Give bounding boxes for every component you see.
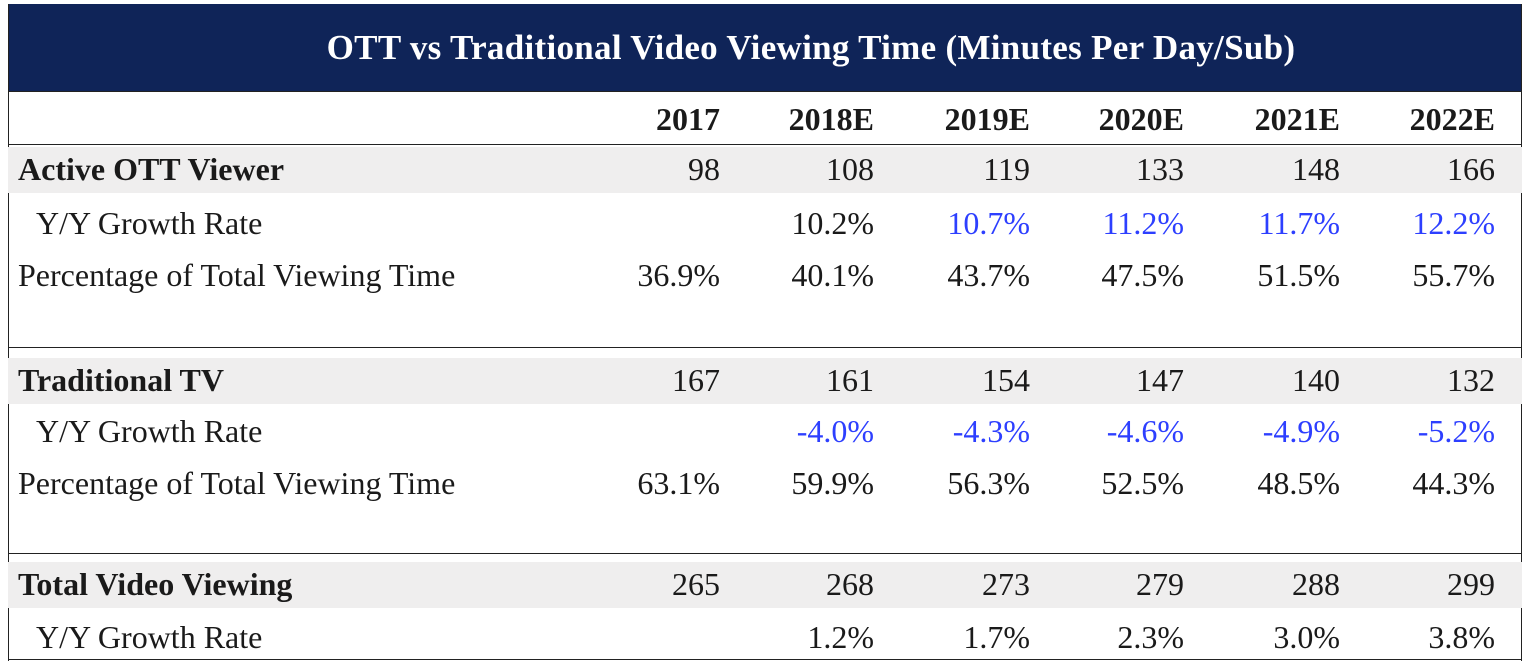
row-divider — [8, 347, 1522, 348]
table-cell: 56.3% — [947, 465, 1030, 501]
row-divider — [8, 91, 1522, 92]
table-cell: 3.0% — [1273, 619, 1340, 655]
table-cell: 55.7% — [1412, 257, 1495, 293]
table-cell: 59.9% — [791, 465, 874, 501]
table-cell: -4.6% — [1106, 413, 1184, 449]
table-cell: 299 — [1447, 566, 1495, 602]
column-header: 2021E — [1254, 101, 1340, 137]
column-header: 2018E — [788, 101, 874, 137]
table-cell: -4.0% — [796, 413, 874, 449]
column-header: 2019E — [944, 101, 1030, 137]
table-cell — [550, 611, 720, 663]
table-cell: 148 — [1292, 151, 1340, 187]
table-frame — [8, 4, 1522, 661]
table-cell: 279 — [1136, 566, 1184, 602]
table-cell: -4.9% — [1262, 413, 1340, 449]
column-header: 2022E — [1409, 101, 1495, 137]
row-label: Percentage of Total Viewing Time — [18, 257, 456, 293]
table-cell: 2.3% — [1117, 619, 1184, 655]
table-cell: 12.2% — [1412, 205, 1495, 241]
table-cell: 119 — [983, 151, 1030, 187]
table-cell: 44.3% — [1412, 465, 1495, 501]
table-cell: 132 — [1447, 362, 1495, 398]
table-cell: 161 — [826, 362, 874, 398]
table-cell: 167 — [672, 362, 720, 398]
row-label: Y/Y Growth Rate — [36, 413, 263, 449]
table-cell: 43.7% — [947, 257, 1030, 293]
column-header: 2017 — [656, 101, 720, 137]
table-cell: 268 — [826, 566, 874, 602]
table-cell: -4.3% — [952, 413, 1030, 449]
table-cell: 166 — [1447, 151, 1495, 187]
table-cell: 154 — [982, 362, 1030, 398]
table-cell: 63.1% — [637, 465, 720, 501]
table-cell: 273 — [982, 566, 1030, 602]
table-cell: 265 — [672, 566, 720, 602]
row-label: Y/Y Growth Rate — [36, 205, 263, 241]
table-cell: 10.7% — [947, 205, 1030, 241]
row-band — [8, 562, 1522, 608]
row-label: Active OTT Viewer — [18, 151, 285, 187]
row-label: Total Video Viewing — [18, 566, 293, 602]
title-bar — [8, 4, 1522, 91]
table-cell: 288 — [1292, 566, 1340, 602]
row-divider — [8, 659, 1522, 660]
table-cell: 52.5% — [1101, 465, 1184, 501]
table-cell: 1.2% — [807, 619, 874, 655]
table-cell: 98 — [688, 151, 720, 187]
table-cell — [550, 197, 720, 249]
table-cell: 108 — [826, 151, 874, 187]
table-cell: 3.8% — [1428, 619, 1495, 655]
table-cell: 140 — [1292, 362, 1340, 398]
table-cell: 40.1% — [791, 257, 874, 293]
column-header: 2020E — [1098, 101, 1184, 137]
row-label: Traditional TV — [18, 362, 224, 398]
table-cell — [550, 405, 720, 457]
table-cell: 47.5% — [1101, 257, 1184, 293]
table-cell: 36.9% — [637, 257, 720, 293]
row-divider — [8, 553, 1522, 554]
table-cell: 11.7% — [1258, 205, 1340, 241]
row-band — [8, 358, 1522, 404]
row-label: Y/Y Growth Rate — [36, 619, 263, 655]
table-title: OTT vs Traditional Video Viewing Time (M… — [326, 28, 1296, 67]
table-cell: 147 — [1136, 362, 1184, 398]
table-cell: -5.2% — [1417, 413, 1495, 449]
row-band — [8, 147, 1522, 193]
table-cell: 1.7% — [963, 619, 1030, 655]
row-divider — [8, 144, 1522, 145]
row-label: Percentage of Total Viewing Time — [18, 465, 456, 501]
table-cell: 48.5% — [1257, 465, 1340, 501]
table-cell: 51.5% — [1257, 257, 1340, 293]
table-cell: 10.2% — [791, 205, 874, 241]
table-cell: 133 — [1136, 151, 1184, 187]
table-cell: 11.2% — [1102, 205, 1184, 241]
